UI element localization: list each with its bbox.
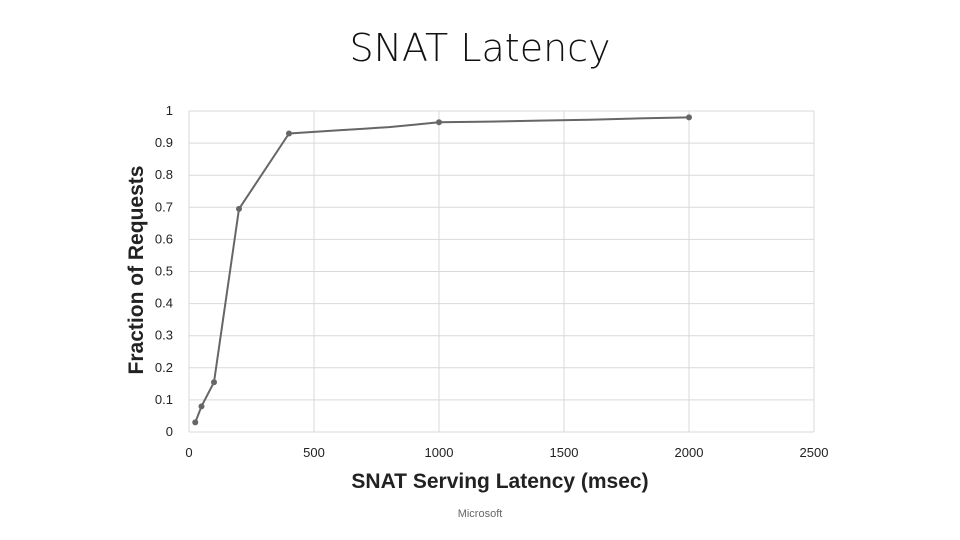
footer-text: Microsoft: [457, 508, 503, 520]
data-point: [436, 119, 442, 126]
x-tick-label: 2500: [800, 445, 829, 460]
y-tick-label: 0.6: [155, 231, 173, 246]
data-point: [686, 114, 692, 121]
y-tick-label: 0.5: [155, 264, 173, 279]
y-tick-label: 0.2: [155, 360, 173, 375]
y-tick-label: 0.8: [155, 167, 173, 182]
y-tick-label: 0.1: [155, 392, 173, 407]
y-tick-label: 0.9: [155, 135, 173, 150]
x-axis-title: SNAT Serving Latency (msec): [351, 470, 648, 493]
data-point: [236, 205, 242, 212]
y-tick-label: 0.3: [155, 328, 173, 343]
chart-grid: [188, 110, 815, 433]
data-point: [198, 403, 205, 410]
x-tick-label: 0: [185, 445, 192, 460]
y-axis-title: Fraction of Requests: [125, 166, 148, 375]
y-tick-label: 0.7: [155, 199, 173, 214]
x-tick-label: 2000: [675, 445, 704, 460]
chart-ticks: 0 0.1 0.2 0.3 0.4 0.5 0.6 0.7 0.8 0.9 1 0 500 1000 150…: [155, 103, 829, 460]
data-point: [286, 130, 292, 137]
chart-series: [192, 114, 692, 426]
x-tick-label: 1000: [425, 445, 454, 460]
data-point: [192, 419, 199, 426]
y-tick-label: 1: [166, 103, 173, 118]
slide-title: SNAT Latency: [349, 26, 611, 70]
x-tick-label: 1500: [550, 445, 579, 460]
y-tick-label: 0.4: [155, 296, 173, 311]
series-line: [194, 116, 690, 423]
data-point: [211, 379, 217, 386]
y-tick-label: 0: [166, 424, 173, 439]
x-tick-label: 500: [303, 445, 325, 460]
